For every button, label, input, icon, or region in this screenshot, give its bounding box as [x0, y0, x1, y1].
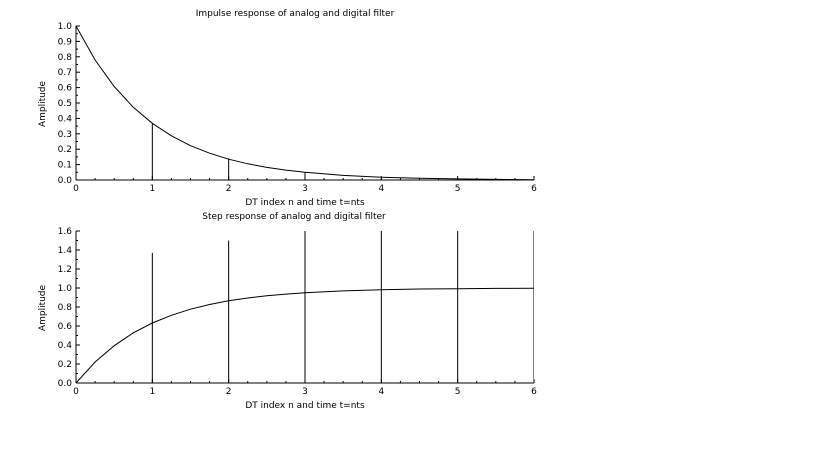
- chart-title: Step response of analog and digital filt…: [202, 212, 386, 222]
- plot-area: [76, 26, 534, 180]
- x-tick-label: 5: [455, 387, 461, 397]
- axes: 0 1 2 3 4 5 6 0.0 0.2 0.4 0.6 0.8 1.0 1.2 1.4 1.6: [58, 227, 537, 397]
- x-tick-label: 1: [149, 387, 155, 397]
- x-tick-label: 2: [226, 184, 232, 194]
- y-tick-label: 0.4: [58, 341, 73, 351]
- x-tick-label: 0: [73, 184, 79, 194]
- y-tick-label: 0.5: [58, 99, 72, 109]
- y-tick-label: 1.0: [58, 22, 73, 32]
- x-tick-label: 4: [378, 184, 384, 194]
- x-tick-label: 2: [226, 387, 232, 397]
- plot-area: [76, 231, 534, 383]
- y-tick-label: 0.2: [58, 145, 72, 155]
- y-axis-label: Amplitude: [38, 284, 48, 331]
- x-tick-label: 1: [149, 184, 155, 194]
- y-tick-label: 0.6: [58, 322, 73, 332]
- y-tick-label: 0.7: [58, 68, 72, 78]
- y-tick-label: 0.1: [58, 161, 72, 171]
- x-tick-label: 5: [455, 184, 461, 194]
- y-tick-label: 1.6: [58, 227, 73, 237]
- impulse-response-chart: Impulse response of analog and digital f…: [38, 9, 537, 208]
- y-tick-label: 0.4: [58, 114, 73, 124]
- x-axis-label: DT index n and time t=nts: [245, 401, 365, 411]
- x-tick-label: 3: [302, 387, 308, 397]
- series-line: [76, 287, 534, 383]
- y-tick-label: 0.2: [58, 360, 72, 370]
- y-tick-label: 0.3: [58, 130, 72, 140]
- x-tick-label: 6: [531, 184, 537, 194]
- y-tick-label: 1.4: [58, 246, 73, 256]
- step-response-chart: Step response of analog and digital filt…: [38, 212, 537, 411]
- axes: 0 1 2 3 4 5 6 0.0 0.1 0.2 0.3 0.4 0.5 0.6 0.7 0.8 0.9 1.0: [58, 22, 537, 194]
- y-tick-label: 0.0: [58, 379, 73, 389]
- x-tick-label: 6: [531, 387, 537, 397]
- y-tick-label: 0.8: [58, 303, 73, 313]
- y-tick-label: 0.6: [58, 84, 73, 94]
- x-axis-label: DT index n and time t=nts: [245, 198, 365, 208]
- chart-title: Impulse response of analog and digital f…: [196, 9, 395, 19]
- x-tick-label: 0: [73, 387, 79, 397]
- y-tick-label: 1.0: [58, 284, 73, 294]
- x-tick-label: 4: [378, 387, 384, 397]
- x-tick-label: 3: [302, 184, 308, 194]
- y-tick-label: 0.0: [58, 176, 73, 186]
- y-tick-label: 0.9: [58, 37, 73, 47]
- y-tick-label: 1.2: [58, 265, 72, 275]
- series-line: [76, 26, 534, 180]
- y-tick-label: 0.8: [58, 53, 73, 63]
- y-axis-label: Amplitude: [38, 80, 48, 127]
